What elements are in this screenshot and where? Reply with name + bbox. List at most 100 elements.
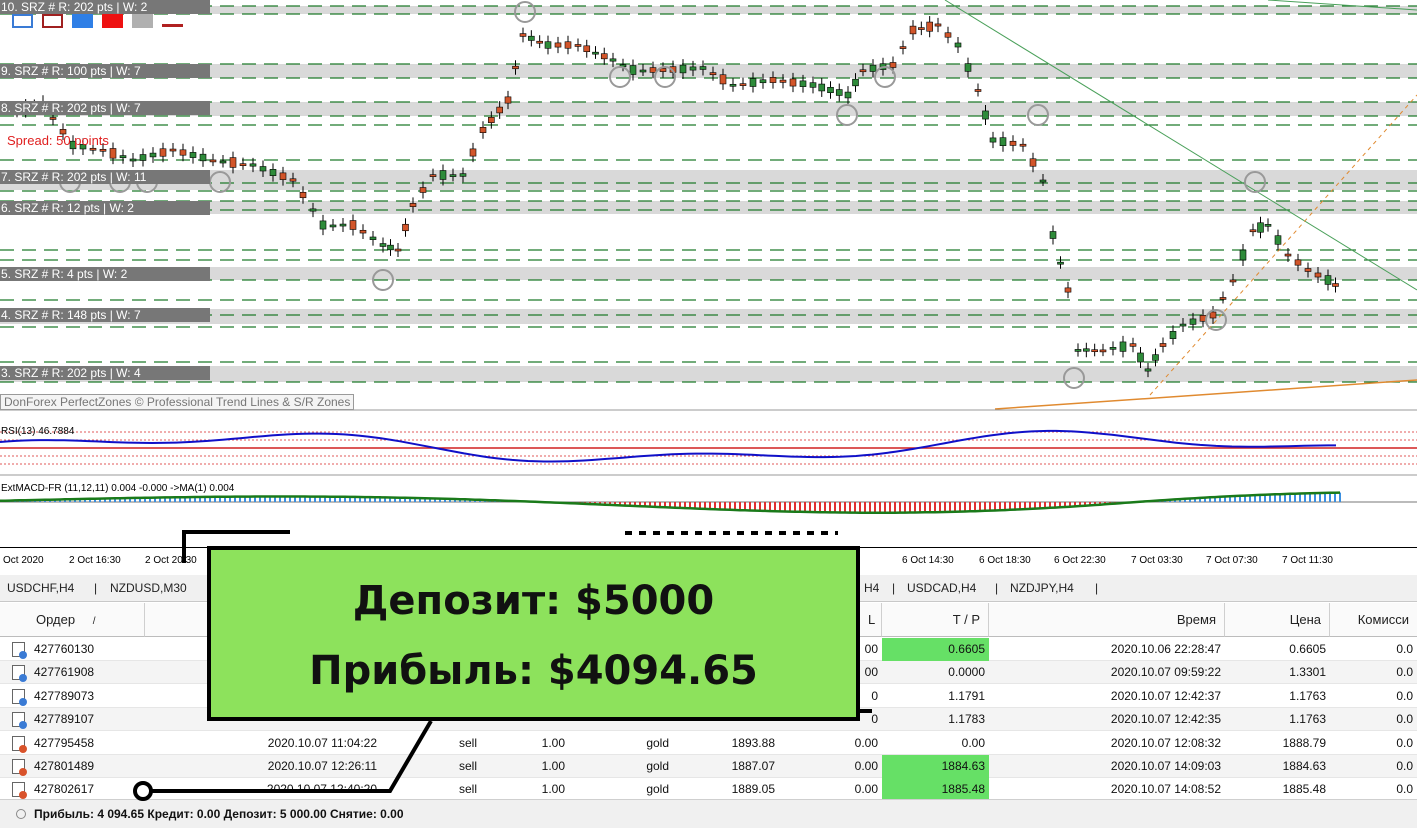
candle-body bbox=[299, 191, 307, 199]
candle-body bbox=[699, 66, 707, 70]
sr-zone-band bbox=[0, 366, 1417, 382]
deposit-label: Депозит: $5000 bbox=[352, 578, 715, 624]
zone-label-7: 7. SRZ # R: 202 pts | W: 11 bbox=[0, 170, 210, 184]
candle-body bbox=[279, 172, 287, 180]
color-box-blue-outline[interactable] bbox=[12, 14, 33, 28]
candle-body bbox=[1137, 352, 1144, 363]
cell-time: 2020.10.07 12:26:11 bbox=[267, 759, 377, 773]
candle-body bbox=[1284, 253, 1292, 257]
tab-nzdusd[interactable]: NZDUSD,M30 bbox=[110, 581, 187, 595]
col-header-sl[interactable]: L bbox=[860, 603, 882, 637]
candle-body bbox=[639, 69, 647, 73]
candle-body bbox=[189, 152, 197, 158]
candle-body bbox=[269, 169, 277, 176]
zone-label-5: 5. SRZ # R: 4 pts | W: 2 bbox=[0, 267, 210, 281]
candle-body bbox=[1074, 349, 1082, 352]
tab-h4[interactable]: H4 bbox=[864, 581, 880, 595]
candle-body bbox=[319, 220, 327, 230]
candle-body bbox=[982, 110, 989, 120]
color-box-blue[interactable] bbox=[72, 14, 93, 28]
sr-zone-band bbox=[0, 201, 1417, 214]
candle-body bbox=[1064, 287, 1072, 293]
cell-sl: 00 bbox=[864, 665, 878, 680]
candle-body bbox=[1304, 268, 1312, 272]
color-box-red[interactable] bbox=[102, 14, 123, 28]
time-tick: 7 Oct 11:30 bbox=[1282, 555, 1333, 566]
color-box-line[interactable] bbox=[162, 24, 183, 27]
candle-body bbox=[89, 147, 97, 151]
candle-body bbox=[564, 41, 572, 49]
tab-usdcad[interactable]: USDCAD,H4 bbox=[907, 581, 977, 595]
time-tick: 6 Oct 18:30 bbox=[979, 555, 1031, 566]
candle-body bbox=[449, 174, 457, 177]
candle-body bbox=[869, 64, 877, 72]
candle-body bbox=[809, 82, 817, 88]
candle-body bbox=[229, 157, 237, 168]
col-header-commission[interactable]: Комисси bbox=[1330, 603, 1417, 637]
sell-order-icon bbox=[12, 782, 27, 800]
tab-nzdjpy[interactable]: NZDJPY,H4 bbox=[1010, 581, 1074, 595]
cell-symbol: gold bbox=[646, 735, 669, 750]
col-header-close-price[interactable]: Цена bbox=[1225, 603, 1330, 637]
candle-body bbox=[592, 51, 599, 55]
cell-close-price: 0.6605 bbox=[1289, 642, 1326, 656]
time-tick: Oct 2020 bbox=[3, 555, 44, 566]
tab-separator: | bbox=[995, 581, 999, 595]
status-summary: Прибыль: 4 094.65 Кредит: 0.00 Депозит: … bbox=[34, 807, 404, 821]
col-header-close-time[interactable]: Время bbox=[989, 603, 1225, 637]
table-row[interactable]: 427795458 2020.10.07 11:04:22 sell 1.00 gold… bbox=[0, 732, 1417, 755]
candle-body bbox=[1219, 297, 1227, 300]
spread-label: Spread: 50 points bbox=[7, 133, 109, 148]
cell-tp: 0.6605 bbox=[882, 638, 989, 661]
candle-body bbox=[749, 78, 757, 87]
candle-body bbox=[329, 224, 337, 228]
color-box-red-outline[interactable] bbox=[42, 14, 63, 28]
color-box-gray[interactable] bbox=[132, 14, 153, 28]
sr-zone-band bbox=[0, 6, 1417, 14]
candle-body bbox=[1039, 179, 1047, 183]
candle-body bbox=[629, 65, 637, 75]
candle-body bbox=[934, 23, 942, 27]
candle-body bbox=[1099, 349, 1107, 353]
price-chart[interactable]: 10. SRZ # R: 202 pts | W: 2 9. SRZ # R: … bbox=[0, 0, 1417, 547]
cell-close-time: 2020.10.07 14:09:03 bbox=[1110, 759, 1221, 773]
cell-comm: 0.0 bbox=[1396, 688, 1413, 703]
candle-body bbox=[789, 78, 797, 87]
candle-body bbox=[99, 148, 107, 152]
cell-volume: 1.00 bbox=[541, 782, 565, 797]
cell-sl: 0.00 bbox=[854, 735, 878, 750]
candle-body bbox=[679, 64, 687, 74]
tab-usdchf[interactable]: USDCHF,H4 bbox=[7, 581, 75, 595]
candle-body bbox=[402, 223, 409, 232]
candle-body bbox=[239, 163, 247, 166]
tab-separator: | bbox=[1095, 581, 1099, 595]
candle-body bbox=[339, 223, 347, 227]
cell-sl: 0.00 bbox=[854, 782, 878, 797]
cell-close-price: 1.1763 bbox=[1289, 688, 1326, 703]
table-row[interactable]: 427802617 2020.10.07 12:40:20 sell 1.00 gold… bbox=[0, 778, 1417, 802]
sell-order-icon bbox=[12, 759, 27, 776]
swing-marker bbox=[1205, 309, 1227, 331]
table-row[interactable]: 427801489 2020.10.07 12:26:11 sell 1.00 gold… bbox=[0, 755, 1417, 778]
candle-body bbox=[918, 27, 925, 30]
order-id: 427789073 bbox=[34, 688, 95, 703]
results-callout: Депозит: $5000 Прибыль: $4094.65 bbox=[207, 546, 860, 721]
candle-body bbox=[739, 83, 747, 86]
candle-body bbox=[844, 91, 852, 99]
col-header-order[interactable]: Ордер / bbox=[0, 603, 145, 637]
candle-body bbox=[859, 69, 867, 73]
col-header-tp[interactable]: T / P bbox=[882, 603, 989, 637]
candle-body bbox=[1169, 331, 1177, 339]
zone-label-8: 8. SRZ # R: 202 pts | W: 7 bbox=[0, 101, 210, 115]
cell-close-time: 2020.10.07 12:42:37 bbox=[1110, 688, 1221, 703]
candle-body bbox=[59, 129, 67, 135]
chart-canvas[interactable] bbox=[0, 0, 1417, 547]
candle-body bbox=[835, 89, 843, 96]
candle-body bbox=[799, 80, 807, 87]
candle-body bbox=[199, 153, 207, 162]
candle-body bbox=[759, 79, 767, 84]
candle-body bbox=[926, 21, 933, 32]
macd-label: ExtMACD-FR (11,12,11) 0.004 -0.000 ->MA(… bbox=[1, 483, 235, 494]
swing-marker bbox=[836, 104, 858, 126]
cell-volume: 1.00 bbox=[541, 735, 565, 750]
